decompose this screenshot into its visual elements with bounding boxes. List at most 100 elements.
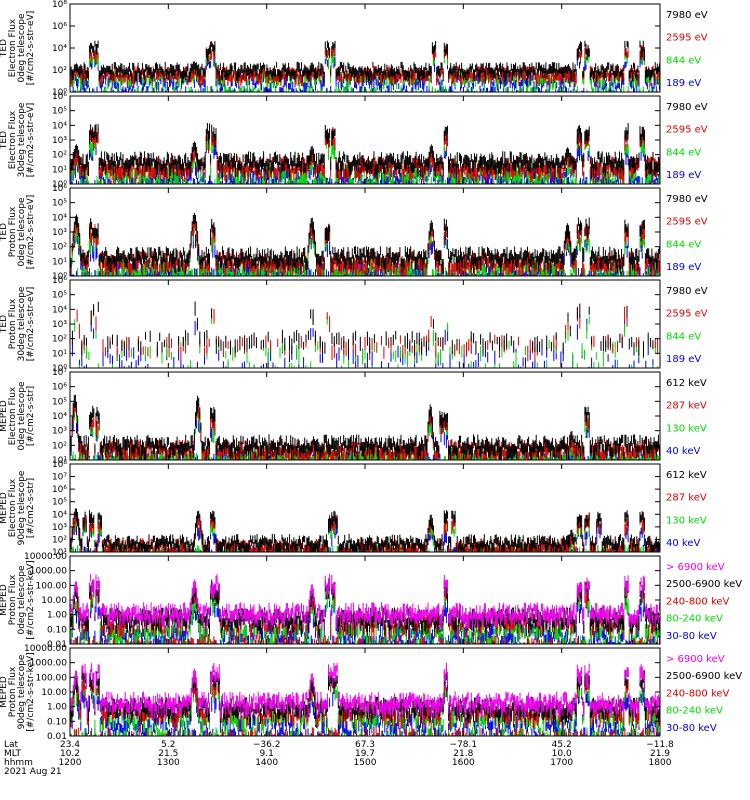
series--6900-kev	[70, 573, 660, 632]
y-axis-label: TEDElectron Flux0deg telescope[#/cm2-s-s…	[0, 11, 36, 86]
x-tick-hhmm: 1200	[59, 758, 82, 768]
y-tick-label: 10⁶	[52, 485, 67, 495]
series-7980-ev	[70, 212, 660, 275]
y-tick-label: 10⁵	[52, 397, 67, 407]
y-tick-label: 10³	[52, 228, 67, 238]
y-axis-label-line: Proton Flux	[8, 206, 18, 257]
legend-entry: 2595 eV	[666, 309, 708, 320]
x-tick-mlt: 21.9	[650, 749, 670, 759]
series-7980-ev	[70, 123, 660, 180]
legend-entry: 130 keV	[666, 423, 707, 434]
x-tick-lat: −36.2	[253, 740, 281, 750]
y-tick-label: 10⁴	[52, 305, 67, 315]
legend-entry: 2500-6900 keV	[666, 671, 742, 682]
y-axis-label-line: 0deg telescope	[17, 13, 27, 83]
y-tick-label: 10⁶	[52, 184, 67, 194]
y-tick-label: 10⁷	[52, 473, 67, 483]
y-tick-label: 10²	[52, 151, 67, 161]
y-tick-label: 10.00	[41, 688, 67, 698]
legend-entry: 2595 eV	[666, 125, 708, 136]
y-tick-label: 10⁴	[52, 412, 67, 422]
panel-2: 10⁰ 10¹ 10² 10³ 10⁴ 10⁵ 10⁶ TEDElectron Flux30d…	[0, 92, 708, 190]
y-tick-label: 1.00	[47, 703, 67, 713]
legend-entry: 189 eV	[666, 78, 701, 89]
y-tick-label: 10⁷	[52, 368, 67, 378]
y-tick-label: 1000.00	[30, 567, 67, 577]
y-axis-label-line: MEPED	[0, 584, 9, 616]
y-tick-label: 10⁵	[52, 498, 67, 508]
legend-entry: 189 eV	[666, 170, 701, 181]
y-tick-label: 10⁸	[52, 460, 67, 470]
y-axis-label-line: 0deg telescope	[17, 381, 27, 451]
y-axis-label-line: [#/cm2-s-str-eV]	[26, 11, 36, 86]
x-row-label-lat: Lat	[4, 740, 19, 750]
x-tick-lat: −78.1	[450, 740, 478, 750]
legend-entry: 844 eV	[666, 147, 701, 158]
y-axis-label-line: MEPED	[0, 676, 9, 708]
y-tick-label: 10⁰	[52, 88, 67, 98]
panel-1-traces	[70, 40, 660, 92]
y-tick-label: 0.10	[47, 625, 67, 635]
legend-entry: 612 keV	[666, 470, 707, 481]
y-axis-label-line: TED	[0, 223, 9, 242]
legend-entry: 189 eV	[666, 354, 701, 365]
y-axis-label-line: MEPED	[0, 492, 9, 524]
y-tick-label: 10²	[52, 441, 67, 451]
y-tick-label: 0.01	[47, 640, 67, 650]
y-axis-label-line: 0deg telescope	[17, 197, 27, 267]
y-tick-label: 10⁴	[52, 510, 67, 520]
y-axis-label: TEDProton Flux0deg telescope[#/cm2-s-str…	[0, 195, 36, 270]
y-tick-label: 10⁸	[52, 0, 67, 10]
y-tick-label: 10³	[52, 320, 67, 330]
y-axis-label-line: 90deg telescope	[17, 470, 27, 545]
y-axis-label-line: [#/cm2-s-str-eV]	[26, 103, 36, 178]
series-2500-6900-kev	[70, 668, 660, 726]
x-tick-lat: 67.3	[355, 740, 375, 750]
legend-entry: 287 keV	[666, 493, 707, 504]
y-tick-label: 10¹	[52, 548, 67, 558]
legend-entry: 844 eV	[666, 239, 701, 250]
y-tick-label: 10¹	[52, 165, 67, 175]
y-tick-label: 10⁴	[52, 44, 67, 54]
y-axis-label: MEPEDElectron Flux0deg telescope[#/cm2-s…	[0, 381, 36, 451]
y-tick-label: 100.00	[36, 673, 68, 683]
panel-3: 10⁰ 10¹ 10² 10³ 10⁴ 10⁵ 10⁶ TEDProton Flux0deg …	[0, 184, 708, 282]
panel-4: 10⁰ 10¹ 10² 10³ 10⁴ 10⁵ 10⁶ TEDProton Flux30deg…	[0, 276, 708, 374]
panel-5-traces	[70, 394, 660, 460]
x-tick-hhmm: 1400	[255, 758, 278, 768]
legend-entry: 40 keV	[666, 538, 700, 549]
legend-entry: 30-80 keV	[666, 631, 717, 642]
y-axis-label-line: TED	[0, 39, 9, 58]
y-tick-label: 1.00	[47, 611, 67, 621]
y-tick-label: 10⁵	[52, 199, 67, 209]
x-tick-mlt: 9.1	[260, 749, 274, 759]
y-tick-label: 10¹	[52, 456, 67, 466]
y-tick-label: 10³	[52, 523, 67, 533]
y-axis-label-line: 90deg telescope	[17, 654, 27, 729]
x-tick-mlt: 10.0	[552, 749, 572, 759]
panel-8-traces	[70, 662, 660, 736]
legend-entry: > 6900 keV	[666, 654, 725, 665]
y-axis-label: MEPEDElectron Flux90deg telescope[#/cm2-…	[0, 470, 36, 545]
x-row-label-hhmm: hhmm	[4, 758, 33, 768]
legend-entry: 7980 eV	[666, 102, 708, 113]
y-tick-label: 10³	[52, 136, 67, 146]
y-axis-label-line: [#/cm2-s-str-eV]	[26, 195, 36, 270]
series-844-ev	[74, 314, 659, 368]
y-tick-label: 10¹	[52, 257, 67, 267]
legend-entry: 287 keV	[666, 401, 707, 412]
x-tick-lat: 45.2	[552, 740, 572, 750]
panel-2-traces	[70, 123, 660, 184]
y-tick-label: 10⁶	[52, 276, 67, 286]
y-axis-label-line: TED	[0, 131, 9, 150]
y-tick-label: 10⁵	[52, 107, 67, 117]
panel-7: 0.010.101.0010.00100.001000.0010000.00ME…	[0, 552, 742, 650]
y-tick-label: 10⁰	[52, 272, 67, 282]
panel-4-traces	[70, 301, 659, 368]
y-tick-label: 10²	[52, 66, 67, 76]
y-tick-label: 10⁶	[52, 22, 67, 32]
series-7980-ev	[70, 301, 654, 358]
y-axis-label-line: MEPED	[0, 400, 9, 432]
x-tick-mlt: 19.7	[355, 749, 375, 759]
